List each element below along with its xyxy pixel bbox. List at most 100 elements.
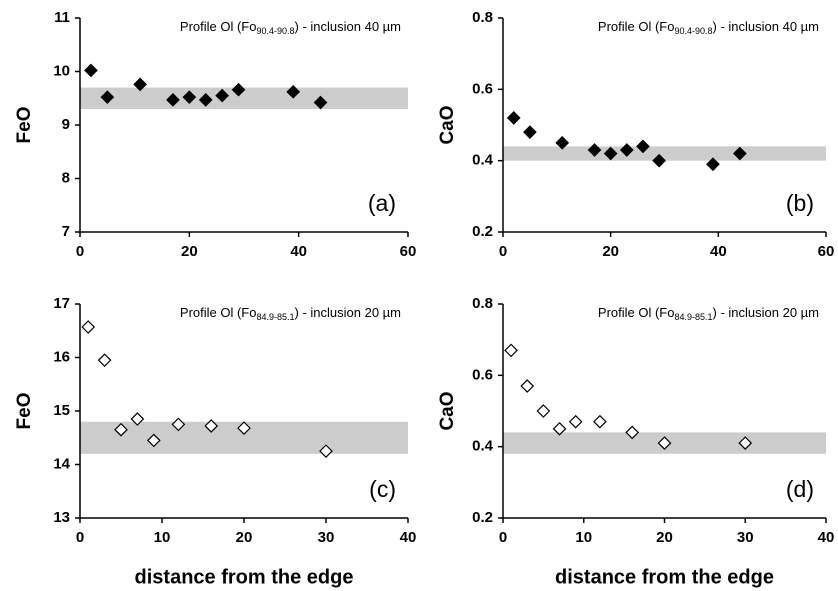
y-tick-label: 13 <box>53 509 70 526</box>
annotation-subscript: 84.9-85.1 <box>674 312 712 322</box>
marker <box>652 153 666 168</box>
marker <box>182 90 197 105</box>
marker <box>204 419 219 433</box>
x-tick-label: 60 <box>818 243 835 260</box>
x-tick-label: 30 <box>737 529 754 546</box>
x-tick-label: 40 <box>818 529 835 546</box>
x-tick-label: 40 <box>290 243 307 260</box>
marker <box>237 421 251 435</box>
marker <box>215 88 229 103</box>
y-tick-label: 10 <box>53 62 70 79</box>
marker <box>625 425 640 440</box>
x-tick-label: 40 <box>710 243 727 260</box>
marker <box>133 77 147 92</box>
annotation-text: ) - inclusion 40 µm <box>713 19 819 34</box>
marker <box>603 146 618 161</box>
y-tick-label: 0.2 <box>472 223 493 240</box>
marker <box>171 417 186 432</box>
marker <box>504 343 518 358</box>
marker <box>97 353 112 368</box>
annotation-text: ) - inclusion 20 µm <box>713 305 819 320</box>
x-tick-label: 0 <box>76 243 84 260</box>
marker <box>146 433 161 448</box>
marker <box>506 111 521 125</box>
y-tick-label: 0.2 <box>472 509 493 526</box>
marker <box>536 404 551 418</box>
y-tick-label: 0.6 <box>472 80 493 97</box>
annotation-subscript: 84.9-85.1 <box>256 312 294 322</box>
y-tick-label: 11 <box>54 9 70 26</box>
y-tick-label: 0.6 <box>472 366 493 383</box>
marker <box>555 135 570 150</box>
y-tick-label: 17 <box>53 295 70 312</box>
x-tick-label: 0 <box>499 243 507 260</box>
marker <box>619 143 634 157</box>
x-tick-label: 20 <box>236 529 253 546</box>
marker <box>523 125 537 139</box>
marker <box>166 93 180 107</box>
marker <box>738 436 753 450</box>
x-tick-label: 0 <box>76 529 84 546</box>
x-tick-label: 0 <box>499 529 507 546</box>
annotation-text: Profile Ol (Fo <box>180 19 257 34</box>
annotation-text: ) - inclusion 20 µm <box>295 305 401 320</box>
marker <box>319 444 333 458</box>
x-tick-label: 20 <box>656 529 673 546</box>
y-tick-label: 0.4 <box>472 438 494 455</box>
marker <box>593 414 607 429</box>
subplot: 13 14 15 16 17 0 10 20 30 40 FeO distance from the … <box>14 295 416 588</box>
panel-label: (d) <box>786 476 814 502</box>
panel-label: (c) <box>369 476 396 502</box>
annotation-text: Profile Ol (Fo <box>598 19 675 34</box>
x-axis-label: distance from the edge <box>135 566 354 588</box>
marker <box>587 143 602 157</box>
marker <box>520 379 535 393</box>
y-tick-label: 0.8 <box>472 295 493 312</box>
y-tick-label: 7 <box>62 223 70 240</box>
x-tick-label: 30 <box>318 529 335 546</box>
annotation: Profile Ol (Fo90.4-90.8) - inclusion 40 … <box>180 19 401 36</box>
marker <box>636 139 650 154</box>
x-tick-label: 20 <box>181 243 198 260</box>
y-tick-label: 8 <box>62 169 70 186</box>
annotation-text: ) - inclusion 40 µm <box>295 19 401 34</box>
y-tick-label: 15 <box>53 402 70 419</box>
y-axis-label: CaO <box>437 105 458 144</box>
x-tick-label: 10 <box>154 529 171 546</box>
subplot: 7 8 9 10 11 0 20 40 60 FeO (a) Profile Ol (Fo90.4-9… <box>14 9 416 260</box>
y-tick-label: 0.8 <box>472 9 493 26</box>
annotation: Profile Ol (Fo84.9-85.1) - inclusion 20 … <box>598 305 819 322</box>
y-axis-label: FeO <box>14 393 35 430</box>
marker <box>286 84 301 99</box>
marker <box>84 63 98 78</box>
y-tick-label: 14 <box>53 455 70 472</box>
marker <box>231 82 246 97</box>
annotation: Profile Ol (Fo90.4-90.8) - inclusion 40 … <box>598 19 819 36</box>
marker <box>313 95 328 110</box>
y-axis-label: CaO <box>437 391 458 430</box>
marker <box>81 320 96 334</box>
marker <box>114 422 128 437</box>
y-tick-label: 9 <box>62 116 70 133</box>
x-tick-label: 10 <box>575 529 592 546</box>
annotation-subscript: 90.4-90.8 <box>674 26 712 36</box>
annotation-subscript: 90.4-90.8 <box>256 26 294 36</box>
x-tick-label: 60 <box>400 243 417 260</box>
marker <box>706 157 720 172</box>
marker <box>100 90 115 105</box>
panel-label: (b) <box>786 190 814 216</box>
x-tick-label: 40 <box>400 529 417 546</box>
reference-band <box>503 146 826 161</box>
panel-label: (a) <box>368 190 396 216</box>
annotation-text: Profile Ol (Fo <box>180 305 257 320</box>
subplot: 0.2 0.4 0.6 0.8 0 20 40 60 CaO (b) Profile Ol (Fo9… <box>437 9 834 260</box>
y-axis-label: FeO <box>14 107 35 144</box>
subplot: 0.2 0.4 0.6 0.8 0 10 20 30 40 CaO distance from th… <box>437 295 834 588</box>
x-tick-label: 20 <box>602 243 619 260</box>
marker <box>552 421 567 436</box>
y-tick-label: 0.4 <box>472 152 494 169</box>
annotation: Profile Ol (Fo84.9-85.1) - inclusion 20 … <box>180 305 401 322</box>
marker <box>198 93 213 107</box>
marker <box>130 412 145 426</box>
